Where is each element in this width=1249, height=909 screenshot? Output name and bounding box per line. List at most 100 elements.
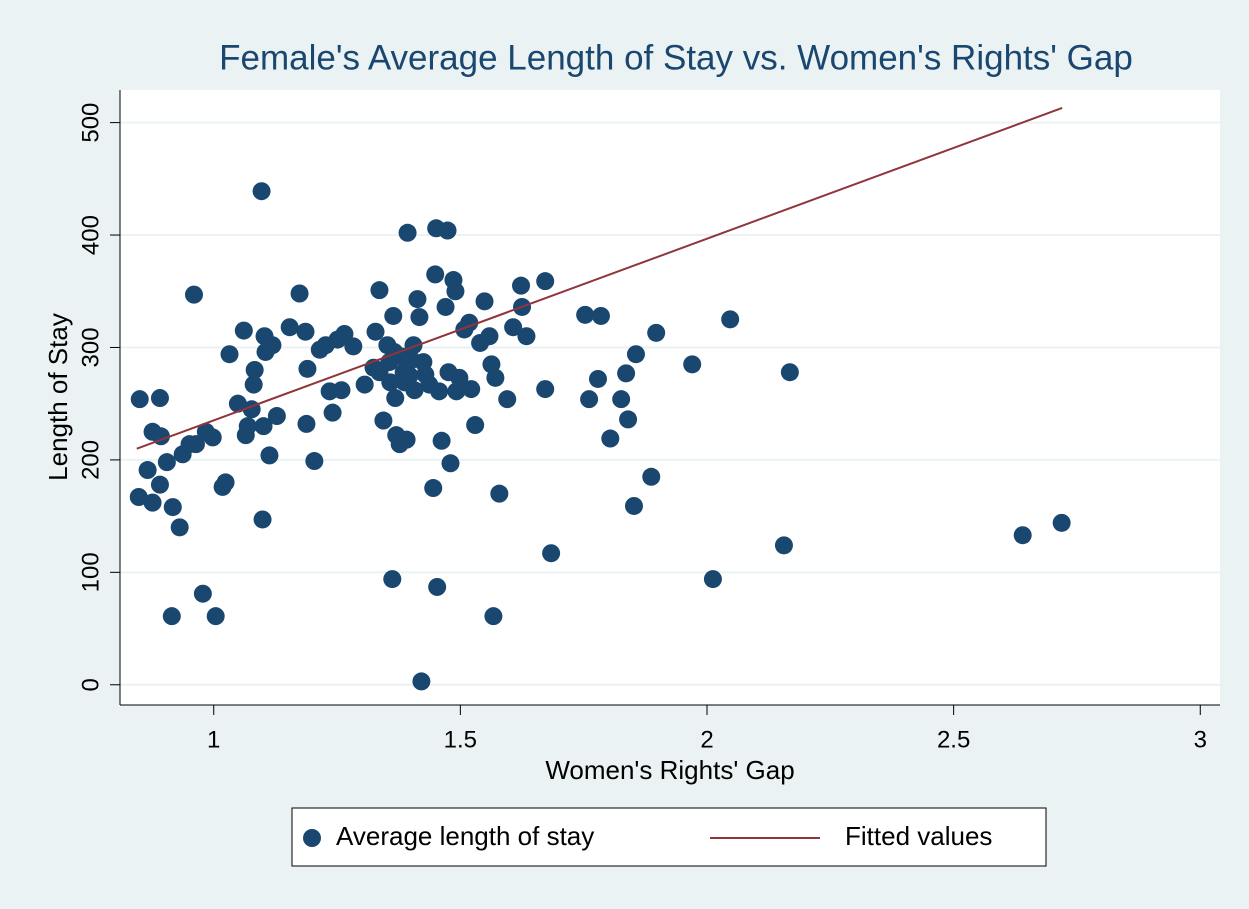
x-tick-label: 2	[700, 726, 713, 753]
point	[432, 431, 451, 450]
point	[253, 510, 272, 529]
legend-label: Average length of stay	[336, 821, 594, 851]
point	[462, 380, 481, 399]
y-tick-label: 100	[77, 552, 104, 592]
point	[374, 411, 393, 430]
point	[220, 345, 239, 364]
point	[254, 417, 273, 436]
point	[206, 607, 225, 626]
point	[617, 364, 636, 383]
point	[486, 368, 505, 387]
point	[450, 368, 469, 387]
point	[335, 324, 354, 343]
point	[344, 337, 363, 356]
point	[405, 381, 424, 400]
point	[647, 323, 666, 342]
point	[170, 518, 189, 537]
point	[238, 417, 257, 436]
point	[446, 282, 465, 301]
point	[441, 454, 460, 473]
point	[475, 292, 494, 311]
point	[129, 488, 148, 507]
point	[410, 308, 429, 327]
y-tick-label: 500	[77, 103, 104, 143]
point	[512, 276, 531, 295]
point	[398, 223, 417, 242]
point	[619, 410, 638, 429]
point	[624, 496, 643, 515]
point	[323, 403, 342, 422]
point	[482, 355, 501, 374]
point	[216, 473, 235, 492]
point	[438, 221, 457, 240]
x-tick-label: 3	[1194, 726, 1207, 753]
y-tick-label: 300	[77, 327, 104, 367]
point	[683, 355, 702, 374]
point	[130, 390, 149, 409]
y-axis-title: Length of Stay	[43, 313, 73, 481]
y-tick-label: 0	[77, 678, 104, 691]
point	[430, 382, 449, 401]
point	[721, 310, 740, 329]
point	[150, 475, 169, 494]
point	[384, 306, 403, 325]
point	[296, 322, 315, 341]
point	[163, 498, 182, 517]
point	[780, 363, 799, 382]
x-tick-label: 1.5	[444, 726, 477, 753]
point	[150, 389, 169, 408]
chart-title: Female's Average Length of Stay vs. Wome…	[219, 38, 1133, 77]
point	[428, 577, 447, 596]
point	[386, 389, 405, 408]
point	[480, 327, 499, 346]
point	[412, 672, 431, 691]
point	[642, 467, 661, 486]
point	[162, 607, 181, 626]
plot-area	[120, 90, 1220, 705]
point	[498, 390, 517, 409]
fit-line	[136, 107, 1063, 450]
point	[305, 452, 324, 471]
point	[143, 493, 162, 512]
legend-label: Fitted values	[845, 821, 992, 851]
point	[298, 359, 317, 378]
point	[424, 479, 443, 498]
x-axis-title: Women's Rights' Gap	[545, 755, 794, 785]
point	[536, 380, 555, 399]
point	[244, 375, 263, 394]
point	[466, 416, 485, 435]
point	[774, 536, 793, 555]
point	[591, 306, 610, 325]
point	[245, 360, 264, 379]
point	[426, 265, 445, 284]
point	[297, 414, 316, 433]
point	[1013, 526, 1032, 545]
point	[267, 407, 286, 426]
point	[517, 327, 536, 346]
point	[366, 322, 385, 341]
point	[397, 430, 416, 449]
point	[260, 446, 279, 465]
point	[576, 305, 595, 324]
point	[203, 428, 222, 447]
point	[383, 570, 402, 589]
point	[280, 318, 299, 337]
point	[404, 336, 423, 355]
x-tick-label: 2.5	[937, 726, 970, 753]
point	[355, 375, 374, 394]
point	[447, 382, 466, 401]
legend	[291, 807, 1047, 867]
point	[484, 607, 503, 626]
point	[184, 285, 203, 304]
point	[542, 544, 561, 563]
point	[626, 345, 645, 364]
point	[490, 484, 509, 503]
y-tick-label: 400	[77, 215, 104, 255]
point	[370, 281, 389, 300]
y-tick-label: 200	[77, 440, 104, 480]
legend-marker	[303, 829, 321, 847]
point	[228, 394, 247, 413]
point	[252, 182, 271, 201]
point	[234, 321, 253, 340]
